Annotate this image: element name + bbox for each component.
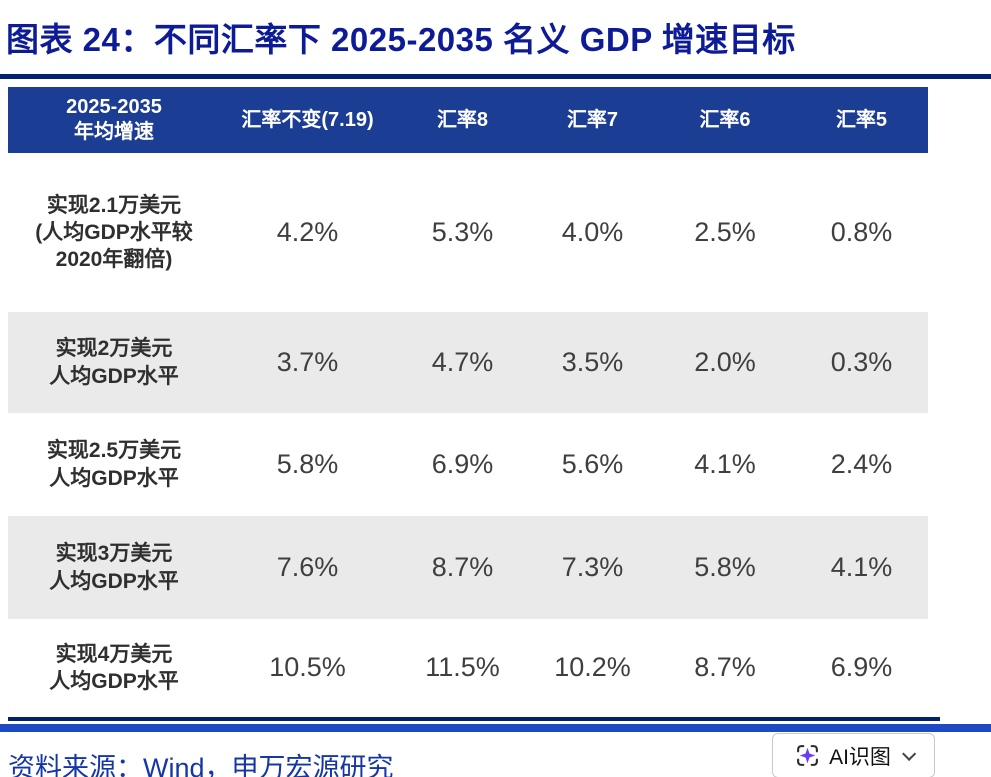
row-label: 实现4万美元 人均GDP水平 xyxy=(49,642,179,693)
value-cell: 4.1% xyxy=(694,448,756,479)
ai-scan-sparkle-icon xyxy=(795,743,820,768)
value-cell: 8.7% xyxy=(431,551,494,582)
value-cell: 10.2% xyxy=(554,652,631,683)
value-cell: 6.9% xyxy=(431,448,494,479)
row-label: 实现3万美元 人均GDP水平 xyxy=(49,542,179,593)
figure-title: 图表 24：不同汇率下 2025-2035 名义 GDP 增速目标 xyxy=(6,21,796,58)
value-cell: 0.3% xyxy=(830,346,893,377)
ai-button-label: AI识图 xyxy=(829,745,891,769)
chevron-down-icon xyxy=(901,746,917,761)
table-row: 实现2万美元 人均GDP水平 3.7% 4.7% 3.5% 2.0% 0.3% xyxy=(8,312,928,413)
table-row: 实现3万美元 人均GDP水平 7.6% 8.7% 7.3% 5.8% 4.1% xyxy=(8,516,928,619)
table-header-row: 2025-2035 年均增速 汇率不变(7.19) 汇率8 汇率7 汇率6 汇率5 xyxy=(8,87,928,153)
column-header: 汇率6 xyxy=(699,108,751,131)
data-source-note: 资料来源：Wind，申万宏源研究 xyxy=(8,753,394,777)
gdp-growth-table: 2025-2035 年均增速 汇率不变(7.19) 汇率8 汇率7 汇率6 汇率5 实现2… xyxy=(8,87,928,717)
value-cell: 6.9% xyxy=(830,652,893,683)
column-header: 2025-2035 年均增速 xyxy=(66,96,162,143)
column-header: 汇率不变(7.19) xyxy=(241,108,374,131)
value-cell: 4.7% xyxy=(431,346,494,377)
value-cell: 8.7% xyxy=(694,652,756,683)
value-cell: 4.0% xyxy=(561,216,624,247)
row-label: 实现2.1万美元 (人均GDP水平较 2020年翻倍) xyxy=(35,193,193,272)
value-cell: 10.5% xyxy=(269,652,346,683)
value-cell: 4.1% xyxy=(830,551,893,582)
value-cell: 5.3% xyxy=(431,216,494,247)
table-row: 实现4万美元 人均GDP水平 10.5% 11.5% 10.2% 8.7% 6.9% xyxy=(8,619,928,717)
value-cell: 4.2% xyxy=(276,216,339,247)
row-label: 实现2万美元 人均GDP水平 xyxy=(49,337,179,388)
table-row: 实现2.1万美元 (人均GDP水平较 2020年翻倍) 4.2% 5.3% 4.0% 2… xyxy=(8,153,928,312)
page-divider-rule xyxy=(0,724,991,732)
column-header: 汇率5 xyxy=(835,108,888,131)
column-header: 汇率8 xyxy=(436,108,489,131)
table-body: 实现2.1万美元 (人均GDP水平较 2020年翻倍) 4.2% 5.3% 4.0% 2… xyxy=(8,153,928,717)
table-row: 实现2.5万美元 人均GDP水平 5.8% 6.9% 5.6% 4.1% 2.4% xyxy=(8,413,928,516)
value-cell: 7.3% xyxy=(561,551,624,582)
value-cell: 5.8% xyxy=(276,448,339,479)
title-underline-rule xyxy=(0,74,991,79)
value-cell: 3.5% xyxy=(561,346,624,377)
ai-image-recognition-button[interactable]: AI识图 xyxy=(772,733,935,777)
table-bottom-rule xyxy=(8,717,940,721)
column-header: 汇率7 xyxy=(566,108,619,131)
value-cell: 5.8% xyxy=(694,551,756,582)
value-cell: 2.0% xyxy=(694,346,756,377)
value-cell: 2.5% xyxy=(694,216,756,247)
value-cell: 0.8% xyxy=(830,216,893,247)
value-cell: 2.4% xyxy=(830,448,893,479)
value-cell: 3.7% xyxy=(276,346,339,377)
row-label: 实现2.5万美元 人均GDP水平 xyxy=(46,439,182,490)
value-cell: 5.6% xyxy=(561,448,624,479)
value-cell: 7.6% xyxy=(276,551,339,582)
value-cell: 11.5% xyxy=(425,652,500,683)
